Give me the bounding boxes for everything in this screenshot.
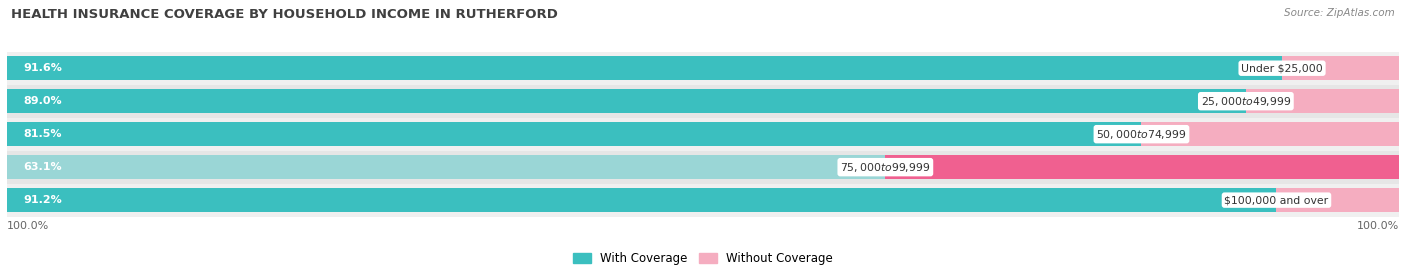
Bar — [7, 184, 1399, 217]
Bar — [7, 52, 1399, 85]
Bar — [7, 151, 1399, 184]
Bar — [886, 155, 1399, 179]
Text: Under $25,000: Under $25,000 — [1241, 63, 1323, 73]
Bar — [1277, 188, 1399, 212]
Text: Source: ZipAtlas.com: Source: ZipAtlas.com — [1284, 8, 1395, 18]
Text: 100.0%: 100.0% — [1357, 221, 1399, 231]
Text: 63.1%: 63.1% — [24, 162, 62, 172]
Bar — [7, 122, 1142, 146]
Bar — [1246, 89, 1400, 113]
Bar — [7, 188, 1277, 212]
Bar — [1282, 56, 1399, 80]
Legend: With Coverage, Without Coverage: With Coverage, Without Coverage — [568, 247, 838, 269]
Bar — [7, 118, 1399, 151]
Bar — [7, 56, 1282, 80]
Text: 91.2%: 91.2% — [24, 195, 62, 205]
Text: $50,000 to $74,999: $50,000 to $74,999 — [1097, 128, 1187, 141]
Text: 89.0%: 89.0% — [24, 96, 62, 106]
Bar — [1142, 122, 1399, 146]
Bar — [7, 89, 1246, 113]
Text: $100,000 and over: $100,000 and over — [1225, 195, 1329, 205]
Text: HEALTH INSURANCE COVERAGE BY HOUSEHOLD INCOME IN RUTHERFORD: HEALTH INSURANCE COVERAGE BY HOUSEHOLD I… — [11, 8, 558, 21]
Bar — [7, 85, 1399, 118]
Text: 91.6%: 91.6% — [24, 63, 63, 73]
Text: $75,000 to $99,999: $75,000 to $99,999 — [841, 161, 931, 174]
Bar — [7, 155, 886, 179]
Text: 81.5%: 81.5% — [24, 129, 62, 139]
Text: $25,000 to $49,999: $25,000 to $49,999 — [1201, 95, 1291, 108]
Text: 100.0%: 100.0% — [7, 221, 49, 231]
